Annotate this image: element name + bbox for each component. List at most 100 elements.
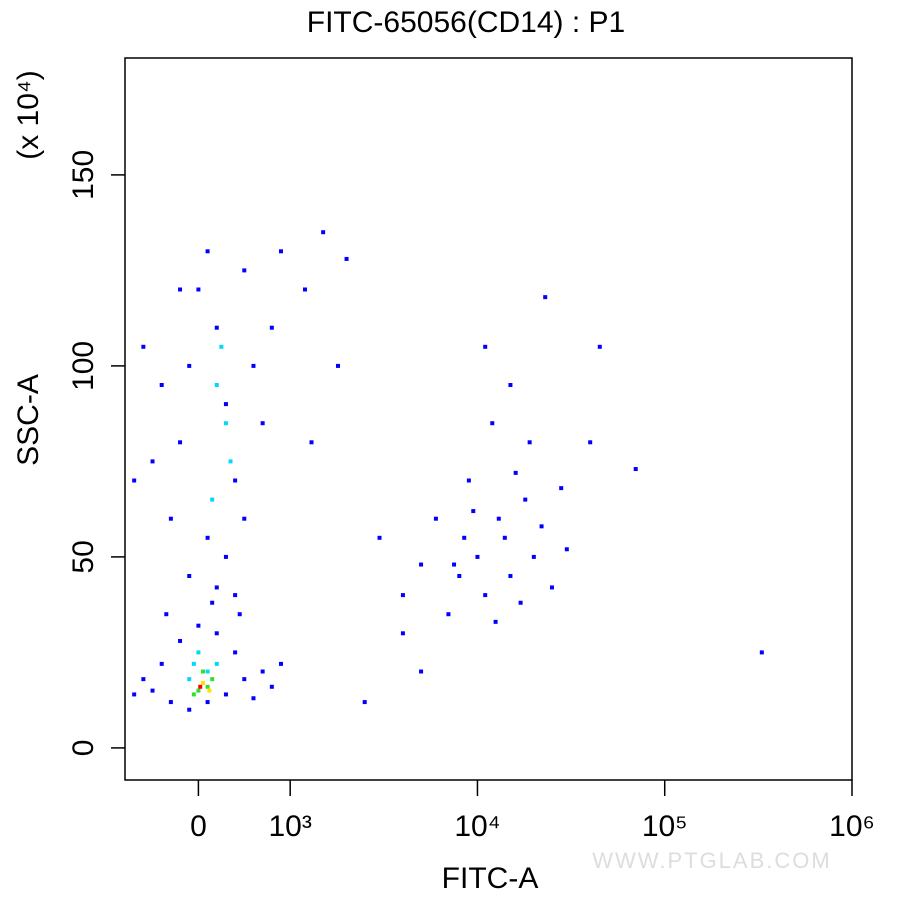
point <box>233 650 238 655</box>
point <box>233 593 238 598</box>
y-tick-label: 150 <box>67 150 100 200</box>
point <box>187 574 192 579</box>
watermark: WWW.PTGLAB.COM <box>592 848 831 873</box>
point <box>457 574 462 579</box>
x-tick-label: 10⁴ <box>454 810 500 843</box>
point <box>452 562 457 567</box>
point <box>475 554 480 559</box>
point <box>269 325 274 330</box>
point <box>178 638 183 643</box>
point <box>207 688 212 693</box>
point <box>483 593 488 598</box>
point <box>196 688 201 693</box>
y-tick-label: 0 <box>67 740 100 757</box>
x-tick-label: 10⁵ <box>642 810 688 843</box>
y-tick-label: 50 <box>67 540 100 573</box>
point <box>446 612 451 617</box>
point <box>513 470 518 475</box>
point <box>205 700 210 705</box>
point <box>493 619 498 624</box>
point <box>549 585 554 590</box>
point <box>490 421 495 426</box>
point <box>237 612 242 617</box>
point <box>518 600 523 605</box>
point <box>132 478 137 483</box>
plot-frame <box>124 57 853 781</box>
point <box>523 497 528 502</box>
point <box>132 692 137 697</box>
point <box>210 677 215 682</box>
point <box>223 402 228 407</box>
point <box>508 383 513 388</box>
point <box>466 478 471 483</box>
point <box>471 509 476 514</box>
point <box>210 497 215 502</box>
point <box>233 478 238 483</box>
point <box>242 516 247 521</box>
x-tick-label: 10⁶ <box>829 810 875 843</box>
point <box>496 516 501 521</box>
point <box>228 459 233 464</box>
point <box>187 707 192 712</box>
point <box>531 554 536 559</box>
point <box>223 692 228 697</box>
point <box>400 593 405 598</box>
point <box>303 287 308 292</box>
point <box>223 554 228 559</box>
point <box>150 459 155 464</box>
point <box>205 249 210 254</box>
point <box>214 325 219 330</box>
point <box>196 650 201 655</box>
x-axis-label: FITC-A <box>442 862 539 895</box>
point <box>564 547 569 552</box>
point <box>214 661 219 666</box>
point <box>260 421 265 426</box>
y-axis-unit: (x 10⁴) <box>12 70 45 160</box>
point <box>159 383 164 388</box>
point <box>200 669 205 674</box>
point <box>260 669 265 674</box>
point <box>168 516 173 521</box>
point <box>278 661 283 666</box>
point <box>362 700 367 705</box>
point <box>200 680 205 685</box>
point <box>205 684 210 689</box>
point <box>191 692 196 697</box>
point <box>178 287 183 292</box>
point <box>400 631 405 636</box>
point <box>141 677 146 682</box>
point <box>205 669 210 674</box>
y-axis-label: SSC-A <box>12 374 45 466</box>
point <box>198 684 203 689</box>
point <box>164 612 169 617</box>
chart-title: FITC-65056(CD14) : P1 <box>307 6 625 39</box>
point <box>251 363 256 368</box>
point <box>251 696 256 701</box>
point <box>759 650 764 655</box>
point <box>539 524 544 529</box>
point <box>559 486 564 491</box>
point <box>178 440 183 445</box>
point <box>335 363 340 368</box>
point <box>269 684 274 689</box>
point <box>196 287 201 292</box>
point <box>588 440 593 445</box>
point <box>309 440 314 445</box>
point <box>462 535 467 540</box>
x-tick-label: 10³ <box>268 810 311 843</box>
point <box>205 535 210 540</box>
point <box>223 421 228 426</box>
point <box>214 631 219 636</box>
point <box>141 344 146 349</box>
point <box>377 535 382 540</box>
point <box>210 600 215 605</box>
point <box>150 688 155 693</box>
point <box>508 574 513 579</box>
point <box>242 677 247 682</box>
point <box>597 344 602 349</box>
point <box>344 256 349 261</box>
point <box>219 344 224 349</box>
point <box>214 585 219 590</box>
